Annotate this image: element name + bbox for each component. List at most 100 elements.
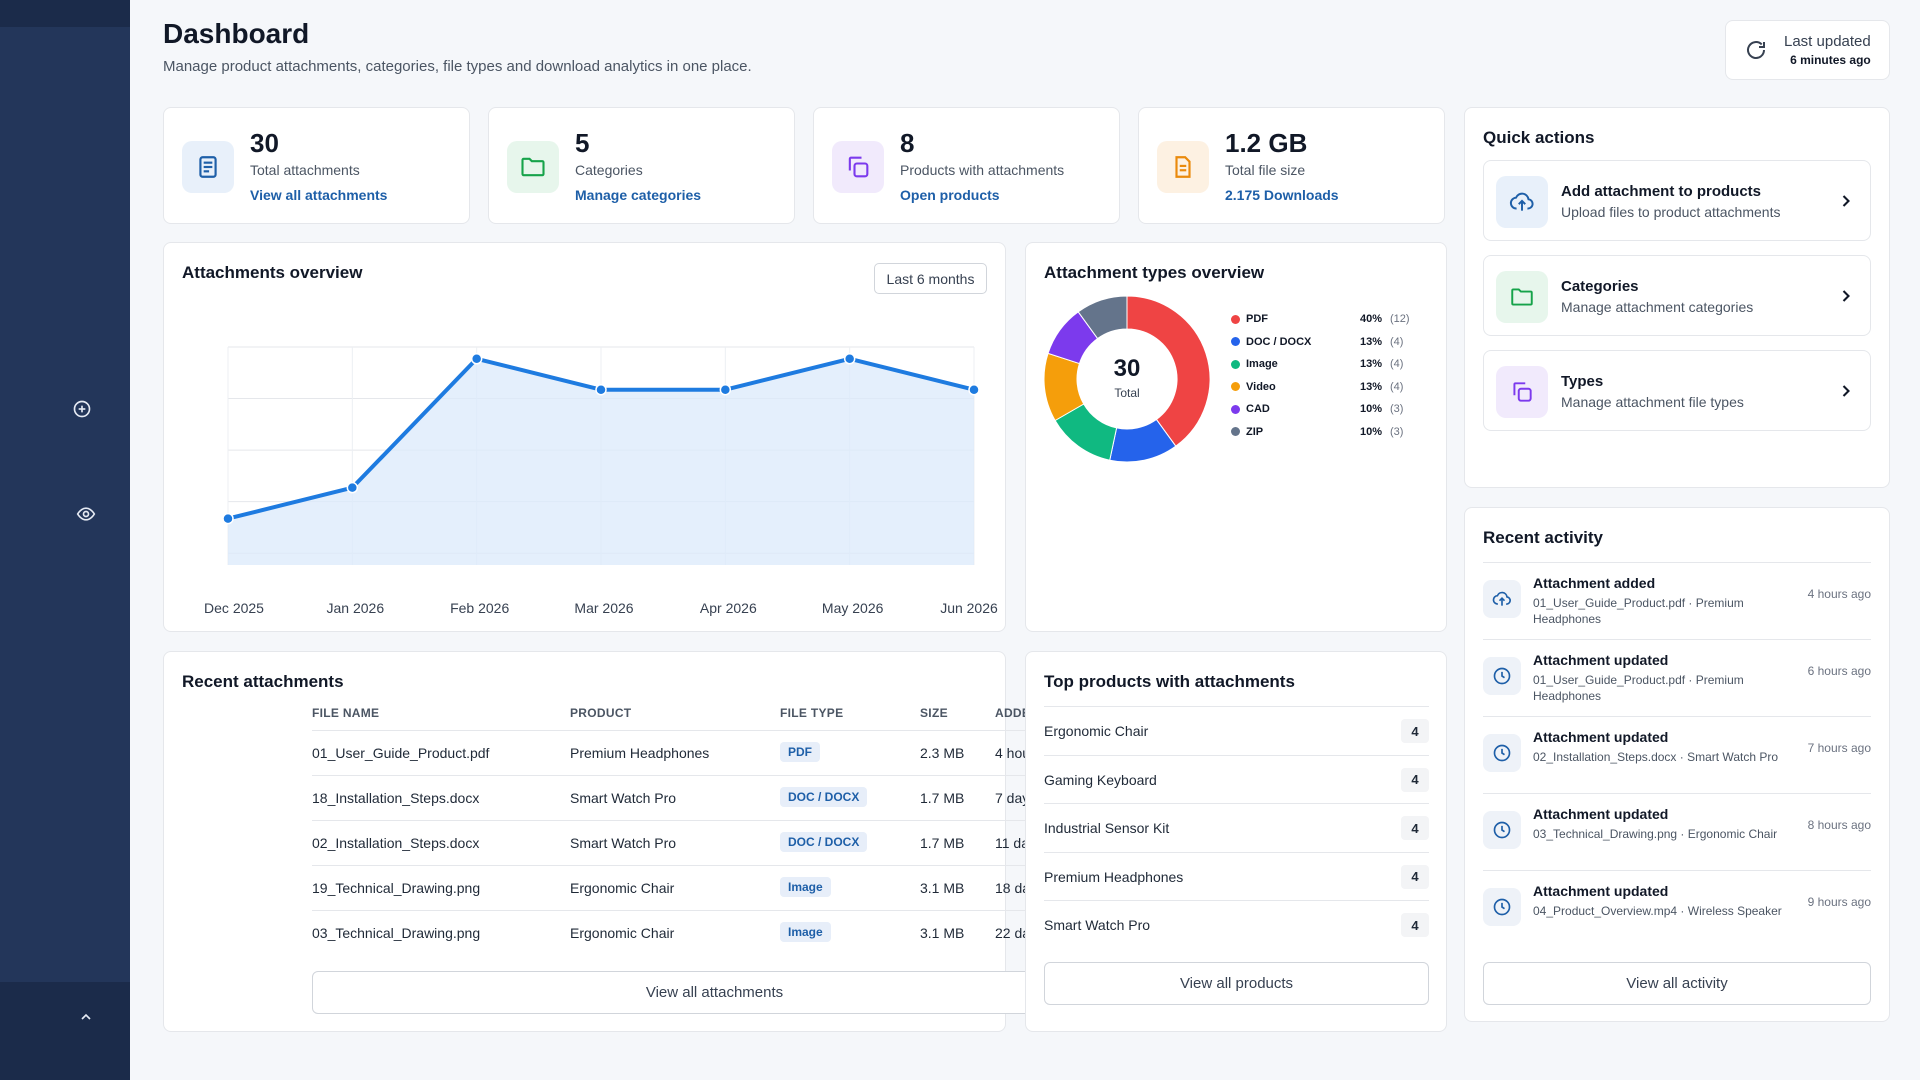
activity-time: 4 hours ago bbox=[1807, 587, 1871, 601]
period-select[interactable]: Last 6 months bbox=[874, 263, 987, 294]
quick-actions-card: Quick actions Add attachment to products… bbox=[1464, 107, 1890, 488]
legend-item: CAD 10% (3) bbox=[1231, 401, 1403, 417]
data-point[interactable] bbox=[843, 353, 856, 365]
clock-icon bbox=[1483, 657, 1521, 695]
legend-item: ZIP 10% (3) bbox=[1231, 424, 1403, 440]
donut-slice-zip[interactable] bbox=[1077, 295, 1128, 340]
table-row[interactable]: 18_Installation_Steps.docx Smart Watch Pr… bbox=[312, 775, 1117, 820]
x-tick-label: Dec 2025 bbox=[204, 600, 264, 616]
activity-title: Attachment updated bbox=[1533, 806, 1669, 822]
activity-item[interactable]: Attachment updated 03_Technical_Drawing.p… bbox=[1483, 793, 1871, 870]
recent-attachments-title: Recent attachments bbox=[182, 672, 344, 691]
legend-name: Image bbox=[1246, 358, 1278, 370]
stat-card-categories: 5 Categories Manage categories bbox=[488, 107, 795, 224]
folder-icon bbox=[507, 141, 559, 193]
view-all-products-button[interactable]: View all products bbox=[1044, 962, 1429, 1005]
stat-label: Total attachments bbox=[250, 162, 360, 178]
activity-desc: 02_Installation_Steps.docx · Smart Watch… bbox=[1533, 750, 1779, 764]
file-type-badge: Image bbox=[780, 922, 831, 942]
view-all-attachments-link[interactable]: View all attachments bbox=[250, 187, 388, 203]
document-icon bbox=[182, 141, 234, 193]
legend-item: PDF 40% (12) bbox=[1231, 311, 1410, 327]
downloads-link[interactable]: 2.175 Downloads bbox=[1225, 187, 1339, 203]
open-products-link[interactable]: Open products bbox=[900, 187, 1000, 203]
activity-time: 6 hours ago bbox=[1807, 664, 1871, 678]
view-all-activity-button[interactable]: View all activity bbox=[1483, 962, 1871, 1005]
plus-circle-icon[interactable] bbox=[71, 398, 93, 420]
activity-time: 8 hours ago bbox=[1807, 818, 1871, 832]
activity-item[interactable]: Attachment added 01_User_Guide_Product.pd… bbox=[1483, 562, 1871, 639]
data-point[interactable] bbox=[595, 383, 607, 396]
last-updated-button[interactable]: Last updated 6 minutes ago bbox=[1725, 20, 1890, 80]
stat-value: 5 bbox=[575, 128, 590, 158]
donut-slice-pdf[interactable] bbox=[1126, 295, 1211, 447]
table-row[interactable]: 02_Installation_Steps.docx Smart Watch Pr… bbox=[312, 820, 1117, 865]
main-content: Dashboard Manage product attachments, ca… bbox=[130, 0, 1920, 1080]
product-count-badge: 4 bbox=[1401, 864, 1429, 889]
attachment-types-card: Attachment types overview 30 Total PDF 40… bbox=[1025, 242, 1447, 632]
product-name: Premium Headphones bbox=[1044, 868, 1184, 885]
types-title: Attachment types overview bbox=[1044, 263, 1265, 282]
legend-count: (12) bbox=[1390, 313, 1410, 325]
table-cell: 19_Technical_Drawing.png bbox=[312, 880, 481, 896]
clock-icon bbox=[1483, 811, 1521, 849]
product-name: Smart Watch Pro bbox=[1044, 917, 1151, 933]
table-cell: 3.1 MB bbox=[920, 880, 965, 896]
chevron-right-icon bbox=[1836, 286, 1856, 306]
quick-actions-title: Quick actions bbox=[1483, 128, 1595, 147]
chevron-up-icon[interactable] bbox=[75, 1006, 97, 1028]
stat-label: Products with attachments bbox=[900, 162, 1065, 178]
list-item[interactable]: Ergonomic Chair 4 bbox=[1044, 706, 1429, 755]
legend-percent: 13% bbox=[1359, 335, 1382, 348]
activity-item[interactable]: Attachment updated 01_User_Guide_Product.… bbox=[1483, 639, 1871, 716]
manage-categories-link[interactable]: Manage categories bbox=[575, 187, 702, 203]
table-row[interactable]: 01_User_Guide_Product.pdf Premium Headpho… bbox=[312, 730, 1117, 775]
list-item[interactable]: Industrial Sensor Kit 4 bbox=[1044, 803, 1429, 852]
sidebar bbox=[0, 0, 130, 1080]
table-row[interactable]: 19_Technical_Drawing.png Ergonomic Chair I… bbox=[312, 865, 1117, 910]
stat-label: Categories bbox=[575, 162, 643, 178]
column-header: FILE TYPE bbox=[780, 706, 844, 720]
data-point[interactable] bbox=[968, 383, 980, 396]
x-tick-label: Jan 2026 bbox=[327, 600, 385, 616]
view-all-attachments-button[interactable]: View all attachments bbox=[312, 971, 1117, 1014]
legend-percent: 10% bbox=[1359, 403, 1382, 415]
add-attachment-action[interactable]: Add attachment to products Upload files … bbox=[1483, 160, 1871, 241]
legend-dot bbox=[1231, 427, 1240, 436]
activity-time: 9 hours ago bbox=[1807, 895, 1871, 909]
sidebar-top bbox=[0, 0, 130, 27]
clock-icon bbox=[1483, 888, 1521, 926]
list-item[interactable]: Smart Watch Pro 4 bbox=[1044, 900, 1429, 949]
file-type-badge: DOC / DOCX bbox=[780, 832, 868, 852]
legend-name: ZIP bbox=[1246, 425, 1264, 438]
stat-value: 1.2 GB bbox=[1225, 128, 1308, 158]
stat-value: 8 bbox=[900, 128, 915, 158]
legend-item: Image 13% (4) bbox=[1231, 356, 1403, 372]
data-point[interactable] bbox=[346, 481, 359, 494]
donut-total-value: 30 bbox=[1113, 355, 1141, 382]
x-tick-label: Jun 2026 bbox=[940, 600, 998, 616]
legend-item: DOC / DOCX 13% (4) bbox=[1231, 334, 1403, 350]
types-action[interactable]: Types Manage attachment file types bbox=[1483, 350, 1871, 431]
action-title: Types bbox=[1561, 373, 1604, 390]
activity-title: Attachment updated bbox=[1533, 652, 1669, 668]
legend-dot bbox=[1231, 382, 1240, 391]
folder-icon bbox=[1496, 271, 1548, 323]
list-item[interactable]: Premium Headphones 4 bbox=[1044, 851, 1429, 901]
activity-time: 7 hours ago bbox=[1807, 741, 1871, 755]
legend-item: Video 13% (4) bbox=[1231, 379, 1403, 395]
action-desc: Upload files to product attachments bbox=[1561, 204, 1781, 220]
categories-action[interactable]: Categories Manage attachment categories bbox=[1483, 255, 1871, 336]
data-point[interactable] bbox=[470, 353, 483, 365]
list-item[interactable]: Gaming Keyboard 4 bbox=[1044, 754, 1429, 804]
table-row[interactable]: 03_Technical_Drawing.png Ergonomic Chair I… bbox=[312, 910, 1117, 955]
table-cell: Smart Watch Pro bbox=[570, 835, 677, 851]
activity-item[interactable]: Attachment updated 02_Installation_Steps.… bbox=[1483, 716, 1871, 793]
data-point[interactable] bbox=[222, 512, 234, 525]
product-name: Ergonomic Chair bbox=[1044, 723, 1149, 739]
x-tick-label: May 2026 bbox=[822, 600, 884, 616]
data-point[interactable] bbox=[719, 383, 732, 396]
eye-icon[interactable] bbox=[75, 503, 97, 525]
activity-item[interactable]: Attachment updated 04_Product_Overview.mp… bbox=[1483, 870, 1871, 947]
file-type-badge: Image bbox=[780, 877, 831, 897]
